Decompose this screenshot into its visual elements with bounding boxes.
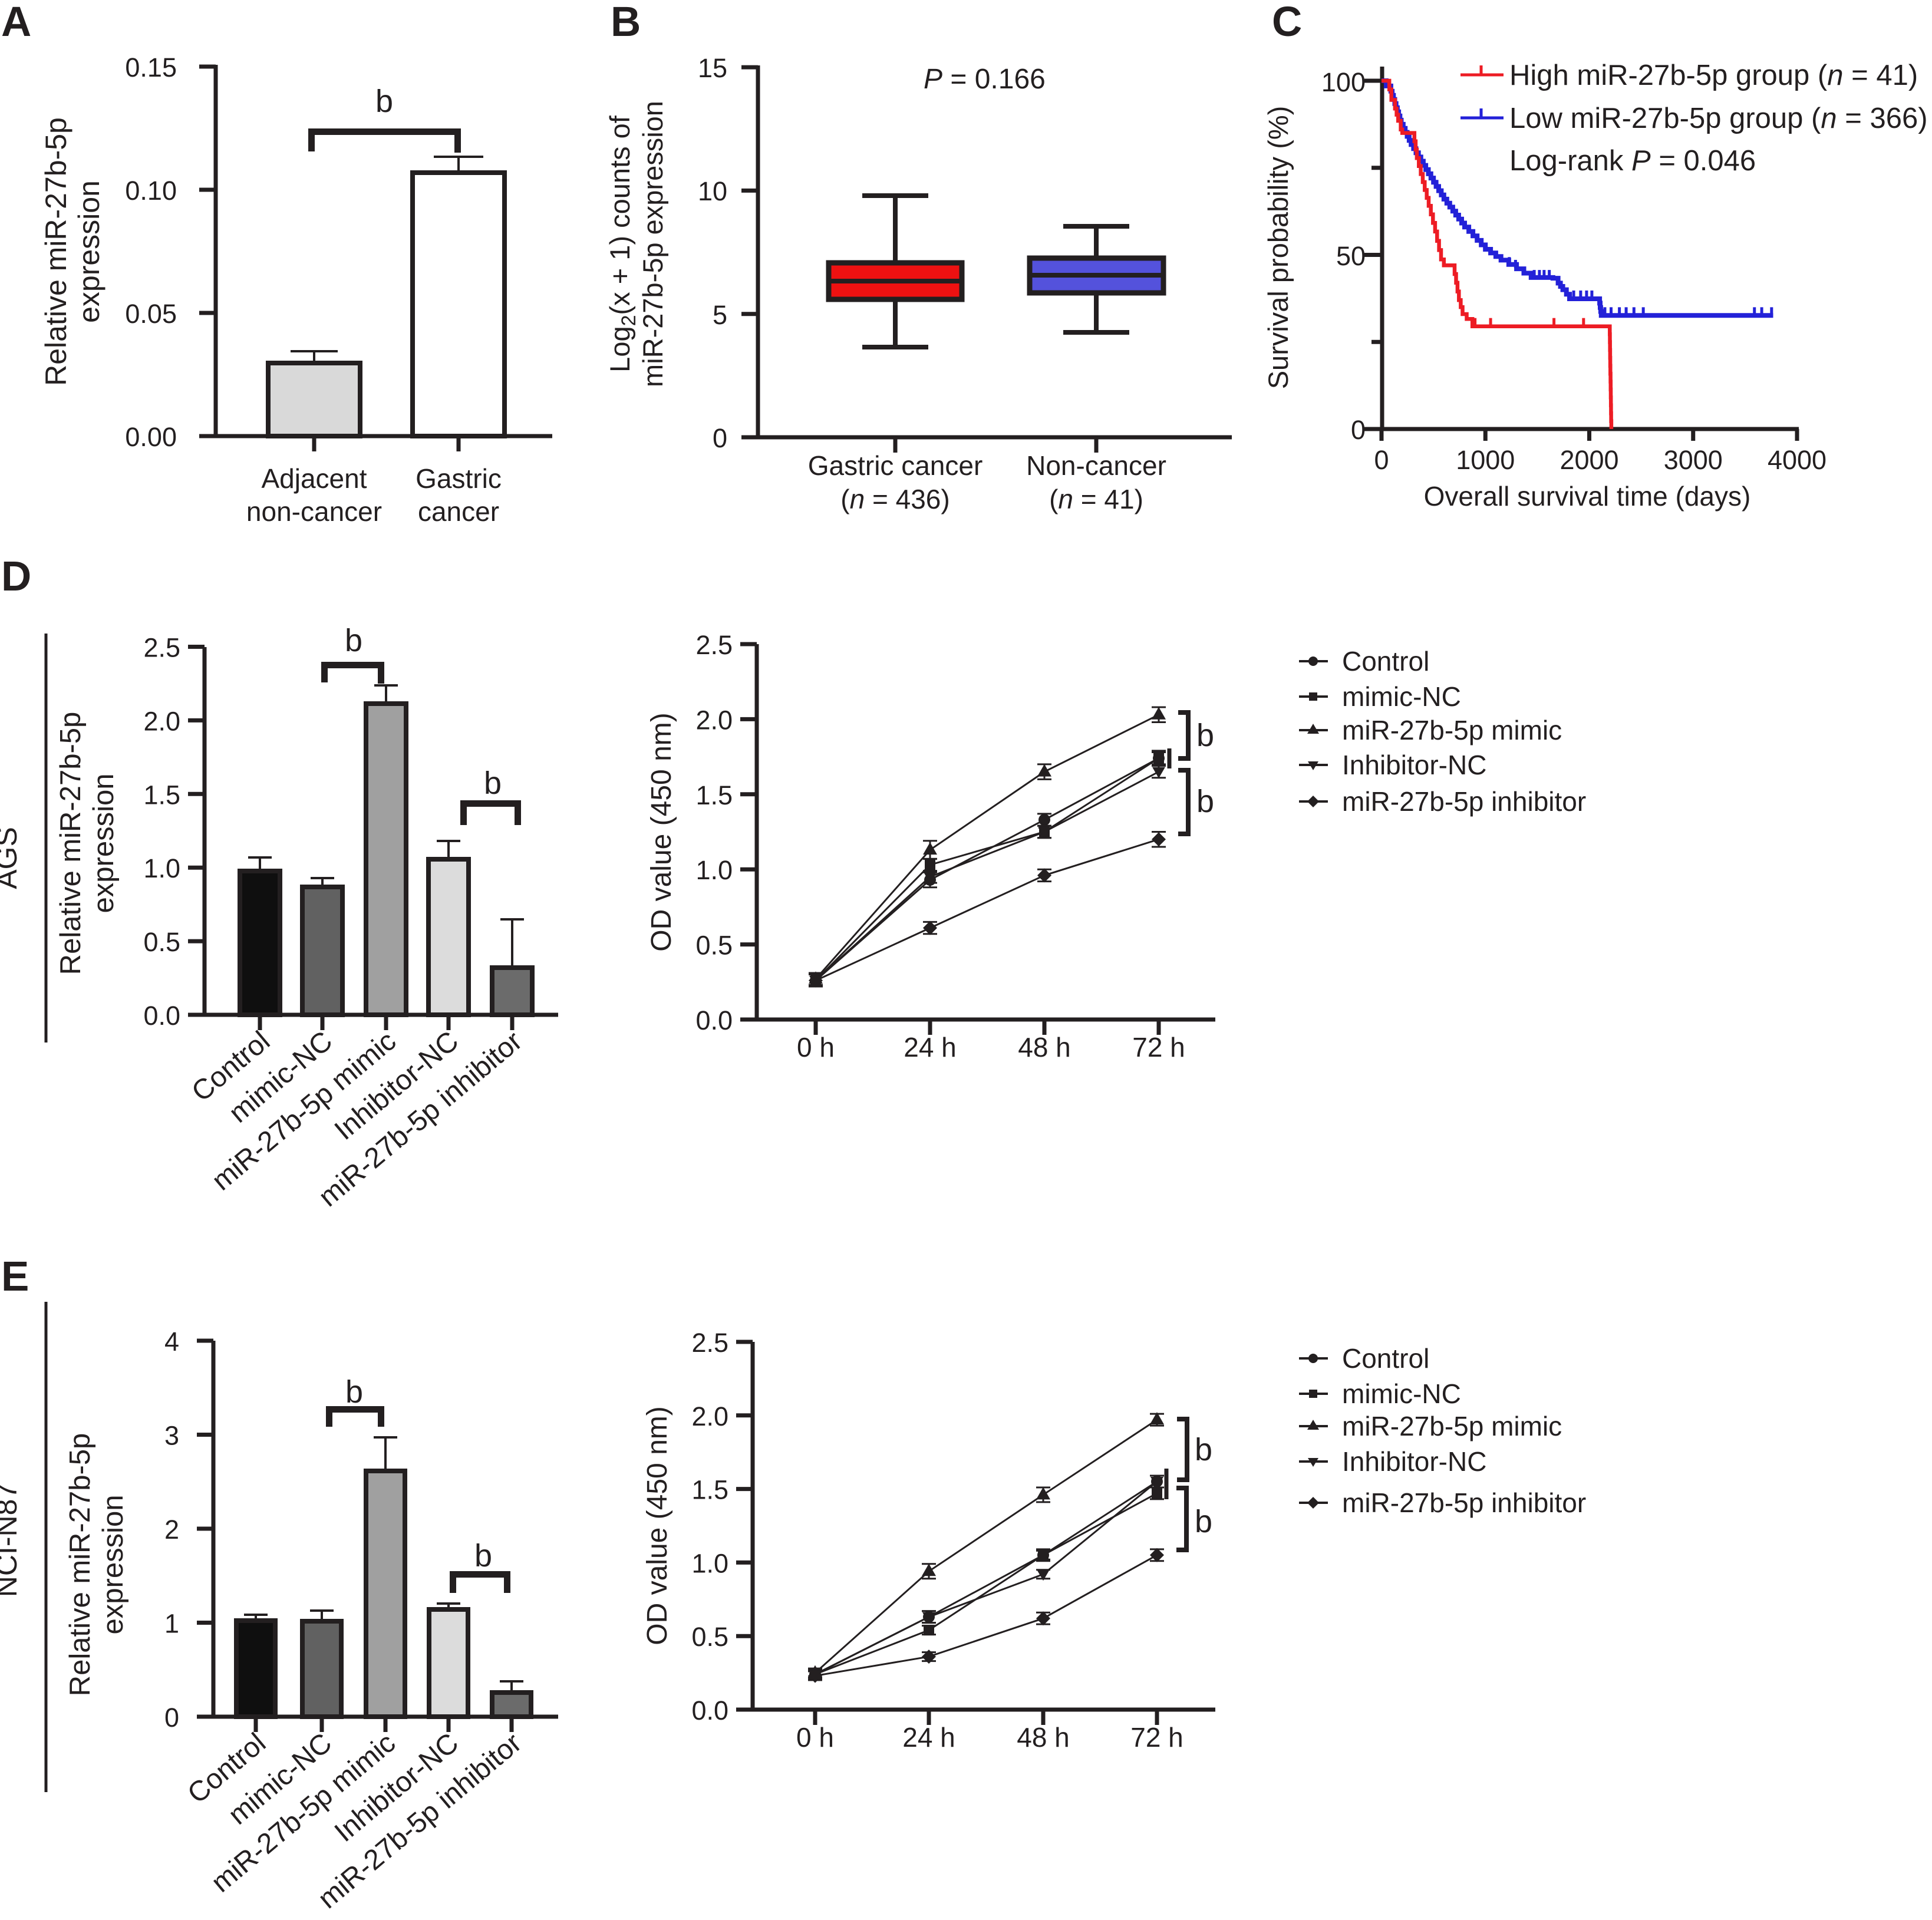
svg-text:0: 0: [713, 423, 727, 453]
svg-text:OD value (450 nm): OD value (450 nm): [642, 1406, 673, 1645]
svg-text:OD value (450 nm): OD value (450 nm): [646, 712, 677, 952]
svg-text:Gastric cancer: Gastric cancer: [808, 450, 983, 481]
svg-text:2.0: 2.0: [691, 1401, 728, 1431]
svg-text:1.5: 1.5: [695, 780, 733, 810]
svg-text:non-cancer: non-cancer: [246, 496, 382, 527]
svg-text:b: b: [1195, 1504, 1212, 1539]
svg-text:Control: Control: [1342, 646, 1429, 677]
svg-text:48 h: 48 h: [1018, 1032, 1071, 1063]
svg-text:1.0: 1.0: [695, 855, 733, 885]
svg-text:Relative miR-27b-5p: Relative miR-27b-5p: [39, 117, 72, 386]
svg-text:Relative miR-27b-5p: Relative miR-27b-5p: [64, 1433, 96, 1697]
svg-text:2.5: 2.5: [143, 633, 180, 663]
svg-text:(n = 41): (n = 41): [1049, 484, 1143, 514]
svg-text:0.10: 0.10: [125, 176, 177, 206]
svg-text:High miR-27b-5p group (n = 41): High miR-27b-5p group (n = 41): [1509, 60, 1918, 91]
svg-text:Survival probability (%): Survival probability (%): [1262, 106, 1294, 390]
svg-text:AGS: AGS: [0, 827, 23, 889]
svg-text:Relative miR-27b-5p: Relative miR-27b-5p: [55, 712, 87, 975]
svg-text:0.0: 0.0: [143, 1001, 180, 1031]
svg-text:2.0: 2.0: [143, 706, 180, 736]
svg-text:5: 5: [713, 300, 727, 330]
svg-text:B: B: [611, 0, 641, 45]
svg-text:Low miR-27b-5p group (n = 366): Low miR-27b-5p group (n = 366): [1509, 103, 1928, 134]
svg-text:0.0: 0.0: [691, 1695, 728, 1726]
svg-text:0: 0: [1351, 415, 1366, 445]
svg-text:2.5: 2.5: [695, 630, 733, 660]
svg-text:Non-cancer: Non-cancer: [1026, 450, 1166, 481]
svg-text:3000: 3000: [1664, 445, 1723, 475]
svg-text:NCI-N87: NCI-N87: [0, 1483, 23, 1597]
svg-text:0.15: 0.15: [125, 52, 177, 83]
svg-text:0.0: 0.0: [695, 1005, 733, 1035]
svg-text:15: 15: [698, 53, 727, 83]
svg-text:Log2(x + 1) counts of: Log2(x + 1) counts of: [604, 115, 640, 372]
svg-text:miR-27b-5p inhibitor: miR-27b-5p inhibitor: [1342, 1487, 1586, 1518]
svg-text:E: E: [1, 1253, 29, 1300]
svg-text:1.0: 1.0: [143, 853, 180, 883]
svg-text:C: C: [1272, 0, 1302, 45]
svg-text:0: 0: [164, 1703, 179, 1733]
svg-text:100: 100: [1321, 67, 1366, 97]
svg-text:b: b: [1196, 784, 1214, 819]
svg-text:10: 10: [698, 176, 727, 206]
svg-text:4: 4: [164, 1327, 179, 1357]
svg-text:0 h: 0 h: [796, 1722, 834, 1753]
svg-text:b: b: [474, 1538, 492, 1573]
svg-text:2000: 2000: [1560, 445, 1618, 475]
svg-text:72 h: 72 h: [1130, 1722, 1183, 1753]
svg-text:A: A: [1, 0, 31, 45]
svg-text:1.5: 1.5: [691, 1475, 728, 1505]
svg-text:0.00: 0.00: [125, 422, 177, 452]
svg-text:4000: 4000: [1768, 445, 1827, 475]
svg-text:D: D: [1, 553, 31, 600]
svg-text:b: b: [345, 1374, 363, 1410]
svg-text:Log-rank P = 0.046: Log-rank P = 0.046: [1509, 145, 1756, 177]
svg-text:0 h: 0 h: [797, 1032, 835, 1063]
svg-text:cancer: cancer: [418, 496, 499, 527]
svg-text:24 h: 24 h: [904, 1032, 957, 1063]
svg-text:50: 50: [1336, 241, 1366, 271]
svg-text:2.5: 2.5: [691, 1328, 728, 1358]
svg-text:b: b: [1195, 1432, 1212, 1467]
svg-text:Adjacent: Adjacent: [261, 463, 367, 494]
svg-text:1: 1: [164, 1609, 179, 1639]
svg-text:Overall survival time (days): Overall survival time (days): [1424, 481, 1751, 512]
svg-text:2: 2: [164, 1515, 179, 1545]
svg-text:expression: expression: [97, 1495, 129, 1635]
svg-text:P = 0.166: P = 0.166: [924, 64, 1046, 95]
svg-text:Inhibitor-NC: Inhibitor-NC: [1342, 1446, 1486, 1477]
svg-text:miR-27b-5p mimic: miR-27b-5p mimic: [1342, 715, 1562, 745]
svg-text:b: b: [1196, 718, 1214, 753]
svg-text:0.5: 0.5: [143, 927, 180, 957]
svg-text:1.0: 1.0: [691, 1548, 728, 1578]
svg-text:miR-27b-5p inhibitor: miR-27b-5p inhibitor: [1342, 786, 1586, 817]
svg-text:0.5: 0.5: [691, 1622, 728, 1652]
svg-text:mimic-NC: mimic-NC: [1342, 1378, 1461, 1409]
svg-text:1000: 1000: [1456, 445, 1515, 475]
svg-text:Gastric: Gastric: [416, 463, 502, 494]
svg-text:b: b: [375, 84, 393, 119]
svg-text:2.0: 2.0: [695, 705, 733, 735]
svg-text:expression: expression: [72, 180, 105, 323]
svg-text:48 h: 48 h: [1017, 1722, 1070, 1753]
svg-text:Inhibitor-NC: Inhibitor-NC: [1342, 750, 1486, 780]
svg-text:b: b: [345, 623, 362, 658]
svg-text:mimic-NC: mimic-NC: [1342, 681, 1461, 712]
svg-text:expression: expression: [88, 774, 120, 913]
svg-text:(n = 436): (n = 436): [840, 484, 949, 514]
svg-text:1.5: 1.5: [143, 780, 180, 810]
svg-text:0: 0: [1374, 445, 1389, 475]
svg-text:0.5: 0.5: [695, 931, 733, 961]
svg-text:miR-27b-5p mimic: miR-27b-5p mimic: [1342, 1411, 1562, 1441]
svg-text:miR-27b-5p expression: miR-27b-5p expression: [637, 101, 668, 387]
svg-text:3: 3: [164, 1421, 179, 1451]
svg-text:Control: Control: [1342, 1343, 1429, 1374]
svg-text:72 h: 72 h: [1132, 1032, 1185, 1063]
svg-text:24 h: 24 h: [902, 1722, 955, 1753]
svg-text:b: b: [484, 766, 502, 801]
svg-text:0.05: 0.05: [125, 299, 177, 329]
